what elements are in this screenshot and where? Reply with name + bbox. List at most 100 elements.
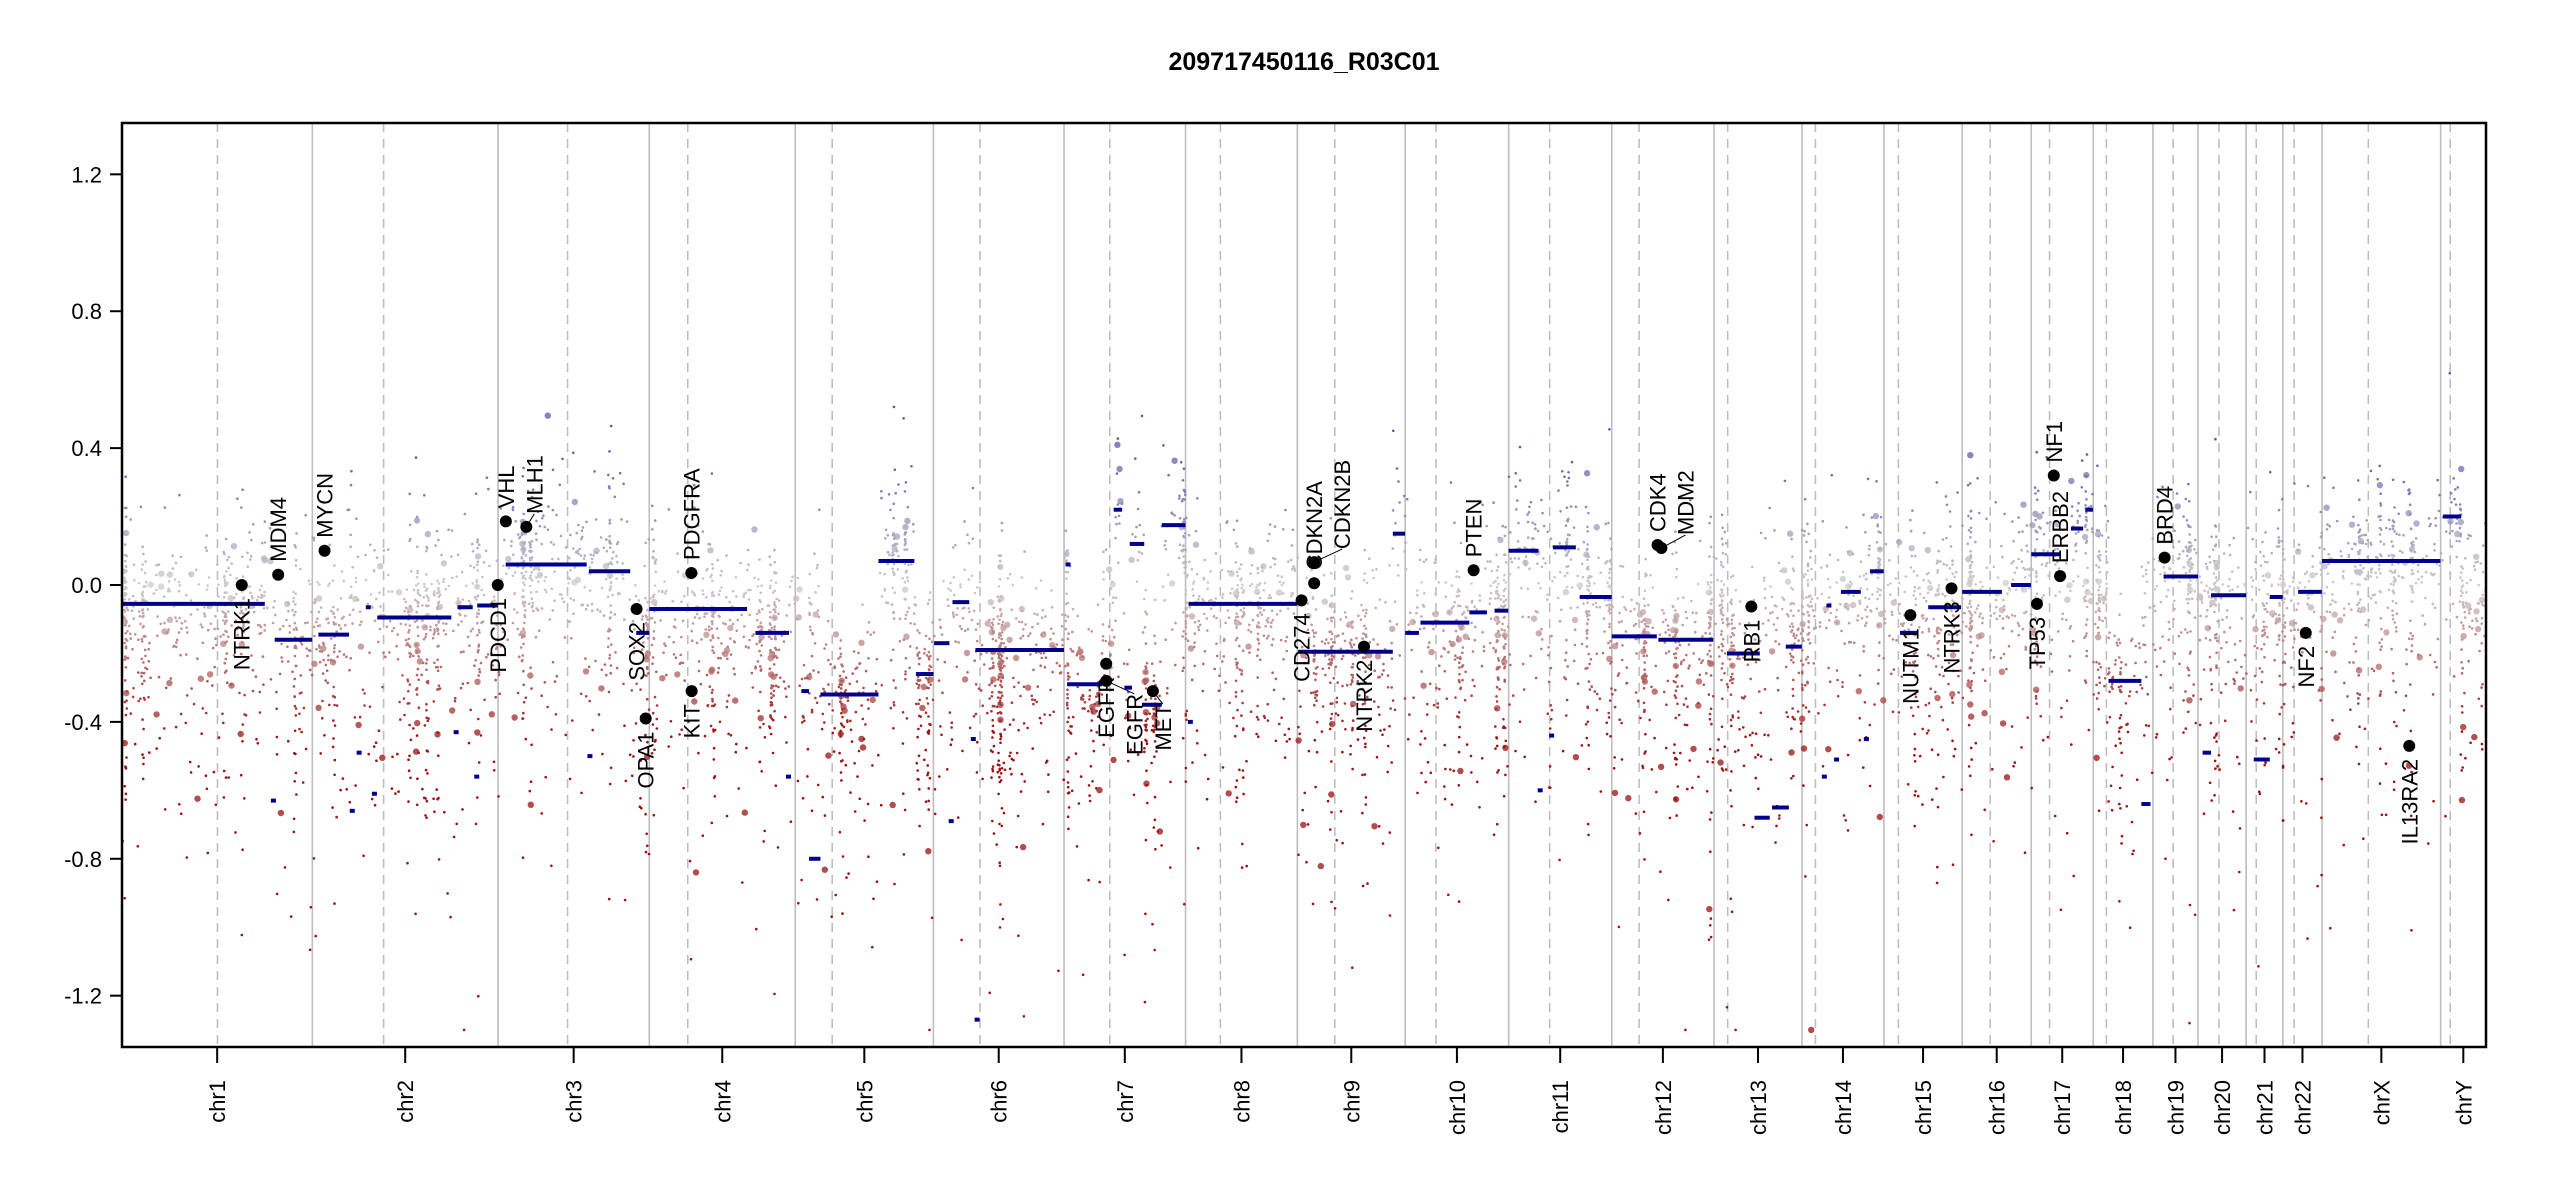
data-point xyxy=(1725,683,1729,686)
data-point xyxy=(1265,619,1269,622)
data-point xyxy=(477,717,480,721)
data-point xyxy=(1742,726,1745,729)
data-point xyxy=(1695,702,1702,709)
data-point xyxy=(1336,681,1339,684)
data-point xyxy=(1288,737,1291,741)
data-point xyxy=(1029,653,1032,656)
data-point xyxy=(171,554,174,557)
data-point xyxy=(1672,751,1676,755)
data-point xyxy=(1390,641,1393,645)
data-point xyxy=(140,568,143,571)
data-point xyxy=(351,608,355,612)
data-point xyxy=(294,564,298,567)
data-point xyxy=(1721,543,1724,546)
data-point xyxy=(563,636,567,639)
data-point xyxy=(774,616,777,620)
data-point xyxy=(1128,727,1132,730)
data-point xyxy=(1135,525,1138,529)
data-point xyxy=(224,615,228,619)
data-point xyxy=(1144,610,1147,614)
data-point xyxy=(927,808,930,811)
data-point xyxy=(1791,588,1795,591)
data-point xyxy=(321,716,324,720)
data-point xyxy=(1504,739,1508,743)
data-point xyxy=(1697,701,1700,705)
data-point xyxy=(1729,601,1733,605)
data-point xyxy=(1101,635,1105,638)
data-point xyxy=(507,566,511,570)
data-point xyxy=(1196,846,1200,850)
data-point xyxy=(1700,661,1703,665)
data-point xyxy=(1058,664,1061,667)
data-point xyxy=(1473,638,1477,642)
data-point xyxy=(717,666,720,670)
data-point xyxy=(1000,641,1003,645)
data-point xyxy=(436,665,439,669)
data-point xyxy=(529,666,532,669)
data-point xyxy=(1501,524,1505,528)
data-point xyxy=(1188,605,1191,609)
data-point xyxy=(1182,666,1185,669)
data-point xyxy=(589,553,592,556)
data-point xyxy=(1361,687,1364,691)
data-point xyxy=(1778,814,1781,817)
data-point xyxy=(316,624,320,628)
data-point xyxy=(194,795,201,802)
data-point xyxy=(821,795,825,799)
data-point xyxy=(437,538,440,542)
data-point xyxy=(905,548,909,551)
data-point xyxy=(148,641,151,645)
data-point xyxy=(1633,607,1636,611)
data-point xyxy=(1257,607,1261,610)
data-point xyxy=(1195,729,1199,732)
data-point xyxy=(711,591,714,594)
data-point xyxy=(460,570,464,574)
data-point xyxy=(1008,723,1012,726)
data-point xyxy=(1163,599,1166,602)
data-point xyxy=(772,684,775,688)
data-point xyxy=(1228,570,1235,577)
data-point xyxy=(1000,631,1004,634)
data-point xyxy=(1341,719,1344,723)
data-point xyxy=(1159,660,1162,663)
data-point xyxy=(386,548,390,551)
data-point xyxy=(1534,800,1537,803)
data-point xyxy=(681,619,685,623)
data-point xyxy=(997,792,1000,796)
data-point xyxy=(1322,573,1326,577)
data-point xyxy=(348,800,352,804)
data-point xyxy=(1504,587,1507,591)
data-point xyxy=(596,608,599,611)
data-point xyxy=(1340,657,1344,661)
data-point xyxy=(928,664,931,668)
data-point xyxy=(1586,525,1589,529)
data-point xyxy=(333,773,336,777)
data-point xyxy=(1184,565,1188,569)
data-point xyxy=(1066,720,1069,724)
data-point xyxy=(506,638,509,641)
data-point xyxy=(990,621,994,624)
data-point xyxy=(557,557,560,561)
data-point xyxy=(1434,558,1437,561)
data-point xyxy=(416,569,419,573)
data-point xyxy=(572,612,575,616)
data-point xyxy=(999,661,1002,664)
data-point xyxy=(931,621,934,624)
data-point xyxy=(209,622,213,626)
data-point xyxy=(1328,791,1335,798)
data-point xyxy=(545,590,548,594)
data-point xyxy=(930,916,934,920)
data-point xyxy=(644,653,648,657)
data-point xyxy=(833,726,836,730)
data-point xyxy=(709,639,713,642)
data-point xyxy=(1795,634,1798,637)
data-point xyxy=(1840,629,1843,633)
data-point xyxy=(223,661,226,665)
data-point xyxy=(927,655,931,659)
data-point xyxy=(1709,580,1713,584)
data-point xyxy=(678,733,681,736)
data-point xyxy=(141,563,144,566)
data-point xyxy=(802,663,806,667)
data-point xyxy=(1193,664,1196,668)
data-point xyxy=(773,628,776,631)
